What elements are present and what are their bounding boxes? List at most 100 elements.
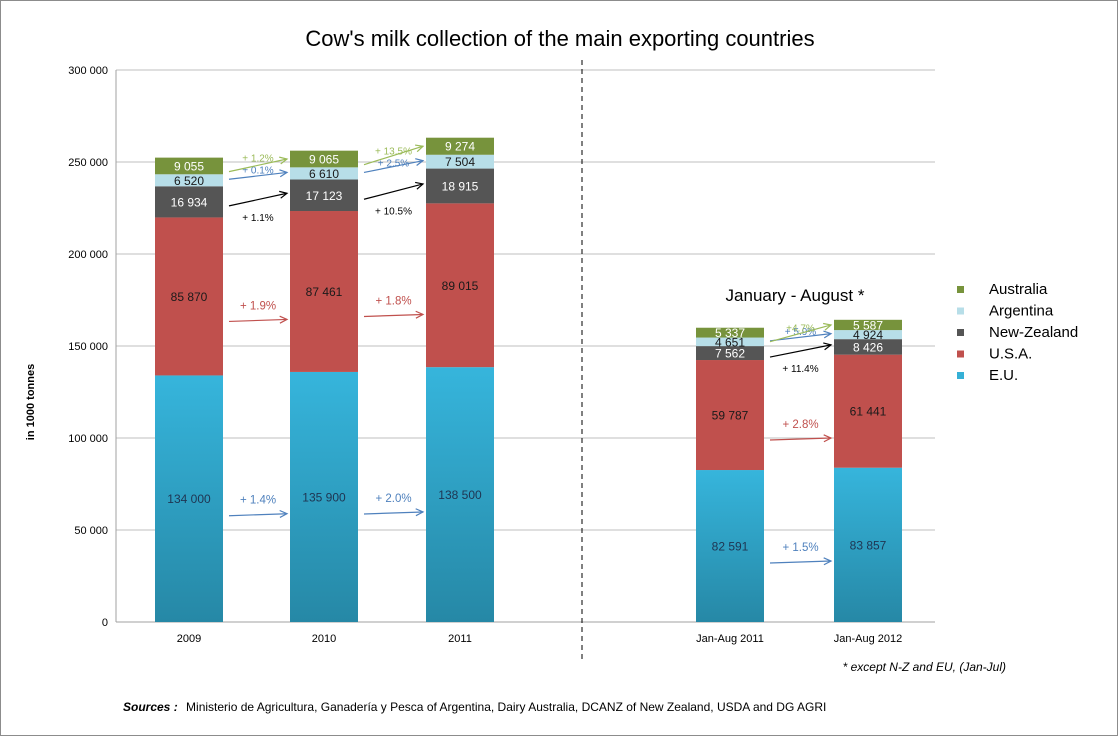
bar-segment: [834, 354, 902, 468]
bar-segment: [290, 179, 358, 212]
legend-label: Australia: [989, 281, 1048, 298]
bar-segment: [426, 168, 494, 204]
legend-swatch: [957, 329, 964, 336]
data-label: 9 055: [174, 159, 204, 173]
data-label: 87 461: [306, 285, 343, 299]
growth-arrowhead: [823, 557, 833, 566]
data-label: 8 426: [853, 340, 883, 354]
growth-label: + 2.8%: [782, 419, 818, 431]
growth-arrow: [769, 333, 832, 342]
bar-segment: [696, 327, 764, 338]
growth-label: + 1.4%: [240, 495, 276, 507]
data-label: 17 123: [306, 189, 343, 203]
chart-title: Cow's milk collection of the main export…: [305, 26, 814, 51]
growth-arrow: [363, 313, 424, 318]
growth-arrowhead: [279, 315, 289, 324]
bar-segment: [290, 211, 358, 372]
bar-segment: [155, 174, 223, 187]
growth-arrowhead: [279, 509, 289, 518]
data-label: 7 562: [715, 347, 745, 361]
y-tick-label: 50 000: [74, 525, 108, 537]
growth-arrow: [769, 437, 832, 441]
y-tick-label: 200 000: [68, 249, 108, 261]
data-label: 7 504: [445, 155, 475, 169]
bar-segment: [155, 186, 223, 218]
data-label: 134 000: [167, 492, 211, 506]
growth-label: +4.7%: [786, 324, 815, 335]
growth-arrow: [769, 344, 832, 358]
x-tick-label: 2010: [312, 633, 336, 645]
data-label: 5 587: [853, 318, 883, 332]
data-label: 4 924: [853, 328, 883, 342]
growth-label: + 1.1%: [242, 213, 274, 224]
data-label: 6 520: [174, 174, 204, 188]
bar-segment: [426, 137, 494, 155]
data-label: 6 610: [309, 167, 339, 181]
legend-label: Argentina: [989, 303, 1054, 320]
growth-arrow: [228, 171, 288, 180]
bar-segment: [834, 330, 902, 340]
growth-label: + 13.5%: [375, 147, 412, 158]
growth-label: + 1.2%: [242, 154, 274, 165]
data-label: 9 274: [445, 140, 475, 154]
growth-label: + 11.4%: [782, 364, 818, 375]
bar-segment: [155, 375, 223, 622]
y-tick-label: 100 000: [68, 433, 108, 445]
x-tick-label: Jan-Aug 2011: [696, 633, 764, 645]
data-label: 59 787: [712, 409, 749, 423]
legend-swatch: [957, 372, 964, 379]
data-label: 18 915: [442, 179, 479, 193]
bar-segment: [834, 467, 902, 622]
x-tick-label: 2011: [448, 633, 472, 645]
footnote: * except N-Z and EU, (Jan-Jul): [843, 660, 1006, 674]
data-label: 83 857: [850, 538, 887, 552]
sources-label: Sources :: [123, 700, 178, 714]
bar-segment: [426, 203, 494, 368]
bar-segment: [696, 360, 764, 471]
data-label: 61 441: [850, 405, 887, 419]
growth-arrow: [363, 160, 424, 174]
growth-arrow: [769, 324, 832, 343]
data-label: 138 500: [438, 488, 482, 502]
growth-arrow: [228, 158, 288, 173]
bar-segment: [290, 167, 358, 180]
bar-segment: [155, 217, 223, 376]
data-label: 5 337: [715, 326, 745, 340]
growth-arrow: [363, 183, 424, 200]
growth-arrowhead: [415, 158, 425, 166]
data-label: 89 015: [442, 279, 479, 293]
growth-arrowhead: [279, 190, 289, 199]
data-label: 9 065: [309, 153, 339, 167]
data-label: 16 934: [171, 195, 208, 209]
data-label: 82 591: [712, 540, 749, 554]
growth-arrowhead: [823, 330, 833, 339]
growth-arrowhead: [414, 144, 425, 153]
growth-arrowhead: [823, 434, 833, 443]
bar-segment: [696, 346, 764, 361]
sources-note: Sources : Ministerio de Agricultura, Gan…: [123, 700, 826, 714]
bar-segment: [290, 150, 358, 168]
bar-segment: [426, 154, 494, 169]
growth-label: + 10.5%: [375, 206, 412, 217]
legend-swatch: [957, 307, 964, 315]
growth-arrowhead: [415, 181, 425, 190]
legend-swatch: [957, 286, 964, 293]
growth-label: + 5.9%: [785, 327, 817, 338]
growth-arrow: [228, 513, 288, 517]
growth-arrowhead: [415, 310, 425, 319]
growth-arrowhead: [279, 169, 289, 178]
growth-label: + 2.0%: [375, 493, 411, 505]
growth-arrow: [363, 145, 424, 166]
y-tick-label: 300 000: [68, 65, 108, 77]
legend-swatch: [957, 350, 964, 358]
growth-label: + 0.1%: [242, 165, 274, 176]
data-label: 4 651: [715, 335, 745, 349]
x-tick-label: Jan-Aug 2012: [834, 633, 903, 645]
growth-arrow: [228, 318, 288, 323]
subgroup-title: January - August *: [726, 286, 865, 305]
bar-segment: [155, 157, 223, 175]
legend-label: New-Zealand: [989, 324, 1078, 341]
growth-arrowhead: [823, 322, 833, 331]
y-axis-label: in 1000 tonnes: [25, 364, 37, 440]
